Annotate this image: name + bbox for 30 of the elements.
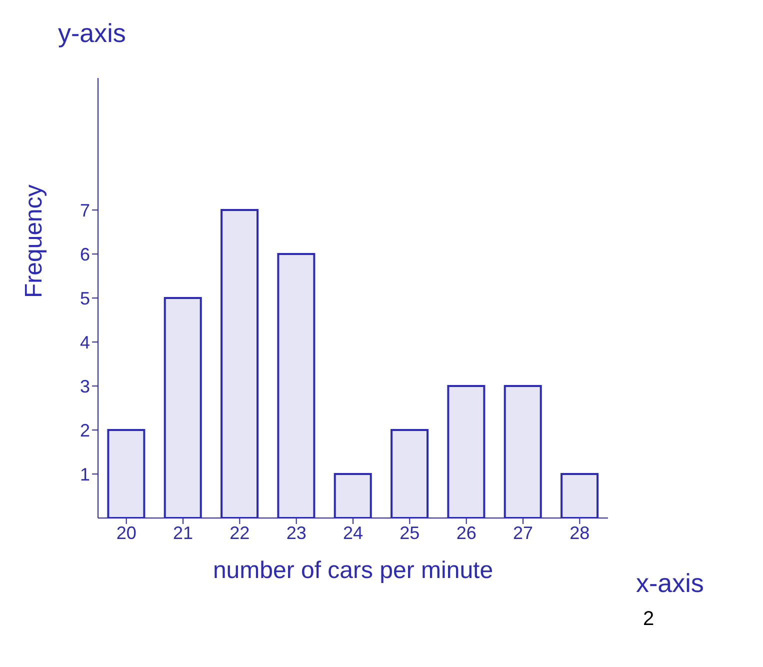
text: y-axis [58,18,126,49]
bar [164,297,202,518]
y-tick-label: 2 [80,420,90,440]
y-tick-label: 1 [80,464,90,484]
x-tick-label: 21 [172,522,194,543]
y-tick-label: 3 [80,376,90,396]
x-tick-label: 22 [230,522,250,543]
x-tick-label: 26 [456,522,476,543]
y-tick-label: 5 [80,288,90,308]
y-axis-title: Frequency [20,184,48,298]
x-tick-label: 20 [116,522,136,543]
text: x-axis [636,568,704,599]
x-tick-label: 24 [342,522,364,543]
y-tick-label: 7 [80,200,90,220]
bar [220,209,259,518]
bar [447,385,486,518]
x-tick-label: 25 [400,522,420,543]
y-tick-label: 6 [80,244,90,264]
x-tick-label: 27 [512,522,534,543]
text: 2 [643,608,654,631]
bar [560,473,599,518]
bar [334,473,372,518]
bar [107,429,146,518]
bar [504,385,542,518]
bar [390,429,429,518]
x-tick-label: 23 [286,522,306,543]
y-tick-label: 4 [80,332,90,352]
bar [277,253,316,518]
x-axis-title: number of cars per minute [212,557,494,584]
x-tick-label: 28 [570,522,590,543]
